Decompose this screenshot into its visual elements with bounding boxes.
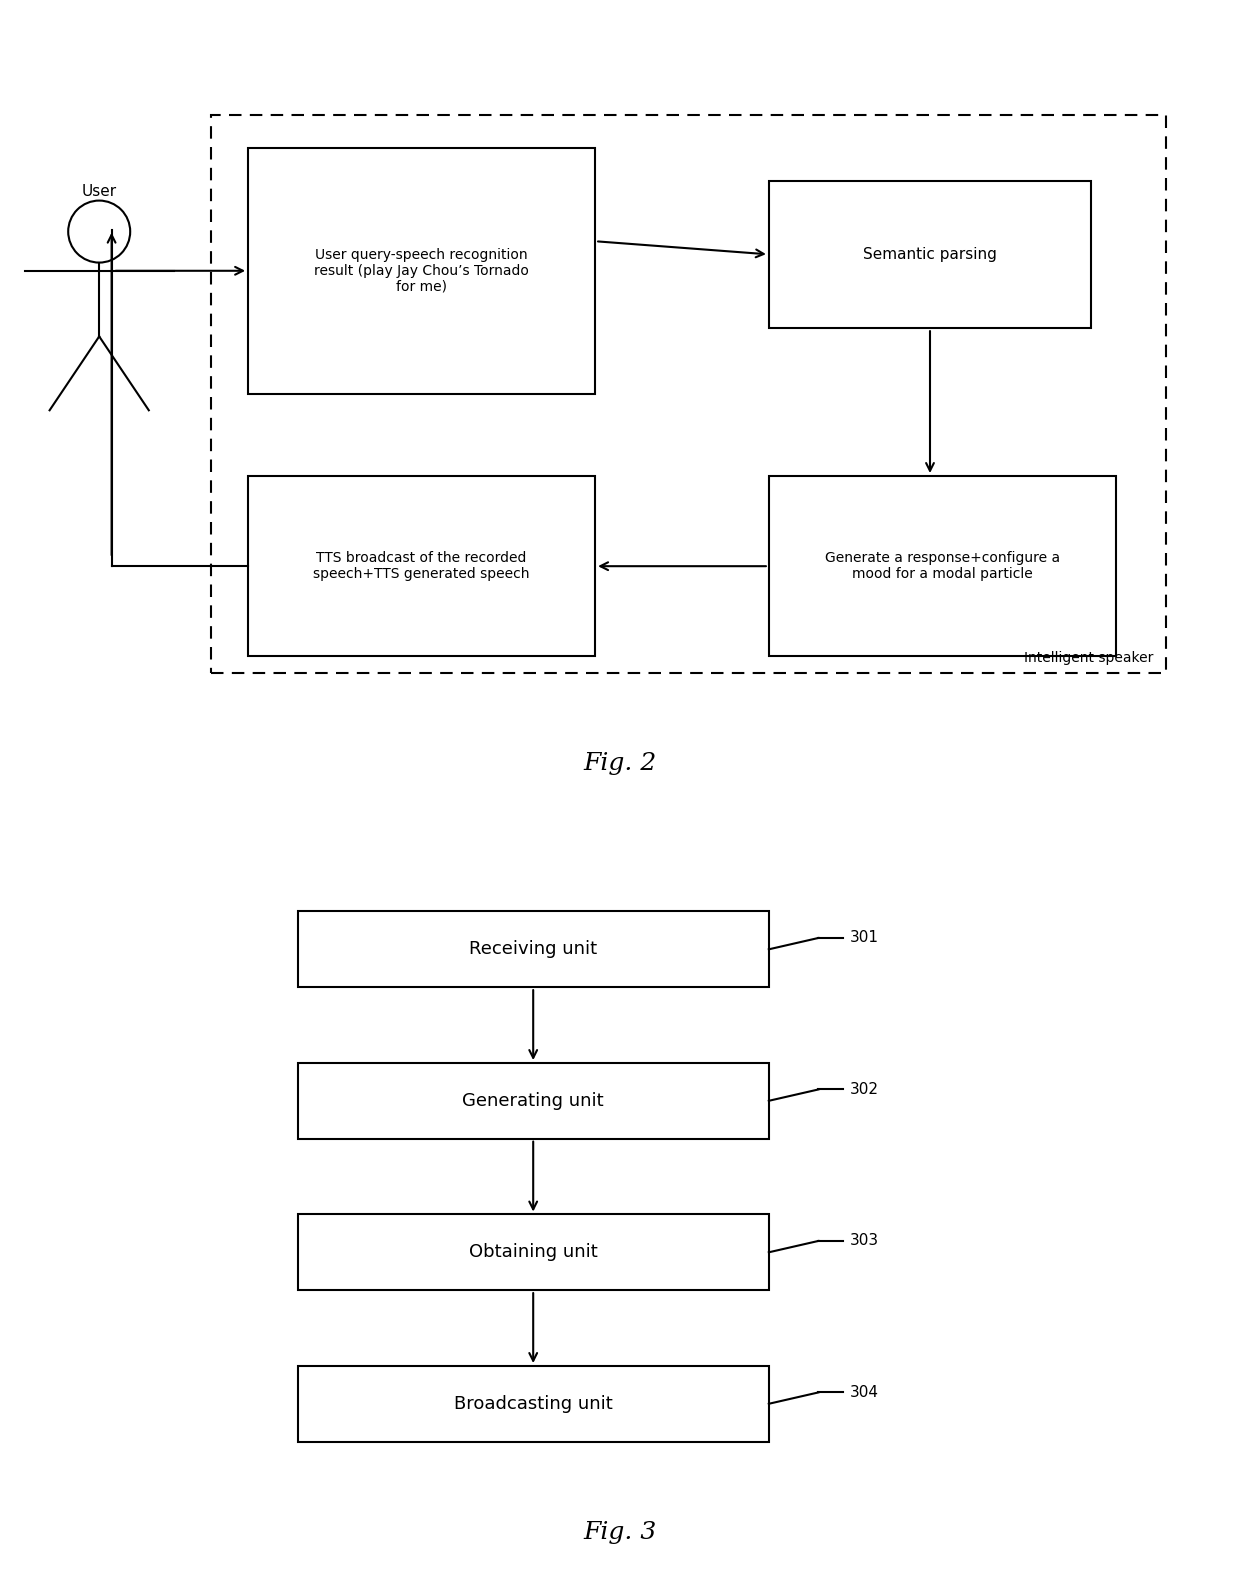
FancyBboxPatch shape bbox=[298, 912, 769, 988]
Text: 304: 304 bbox=[849, 1385, 878, 1400]
Text: Receiving unit: Receiving unit bbox=[469, 940, 598, 958]
Text: Generating unit: Generating unit bbox=[463, 1092, 604, 1109]
Text: 302: 302 bbox=[849, 1083, 878, 1097]
FancyBboxPatch shape bbox=[298, 1215, 769, 1291]
Text: 301: 301 bbox=[849, 931, 878, 945]
Text: Fig. 2: Fig. 2 bbox=[583, 751, 657, 775]
FancyBboxPatch shape bbox=[769, 180, 1091, 328]
Text: Generate a response+configure a
mood for a modal particle: Generate a response+configure a mood for… bbox=[825, 551, 1060, 581]
Text: TTS broadcast of the recorded
speech+TTS generated speech: TTS broadcast of the recorded speech+TTS… bbox=[314, 551, 529, 581]
Text: User: User bbox=[82, 183, 117, 199]
Text: Intelligent speaker: Intelligent speaker bbox=[1024, 650, 1153, 664]
FancyBboxPatch shape bbox=[769, 477, 1116, 656]
FancyBboxPatch shape bbox=[248, 477, 595, 656]
FancyBboxPatch shape bbox=[298, 1064, 769, 1139]
Text: Broadcasting unit: Broadcasting unit bbox=[454, 1395, 613, 1412]
Text: Semantic parsing: Semantic parsing bbox=[863, 246, 997, 262]
FancyBboxPatch shape bbox=[211, 115, 1166, 672]
Text: 303: 303 bbox=[849, 1234, 878, 1248]
Text: Fig. 3: Fig. 3 bbox=[583, 1521, 657, 1543]
Text: User query-speech recognition
result (play Jay Chou’s Tornado
for me): User query-speech recognition result (pl… bbox=[314, 248, 529, 294]
FancyBboxPatch shape bbox=[298, 1367, 769, 1442]
FancyBboxPatch shape bbox=[248, 148, 595, 394]
Text: Obtaining unit: Obtaining unit bbox=[469, 1243, 598, 1261]
